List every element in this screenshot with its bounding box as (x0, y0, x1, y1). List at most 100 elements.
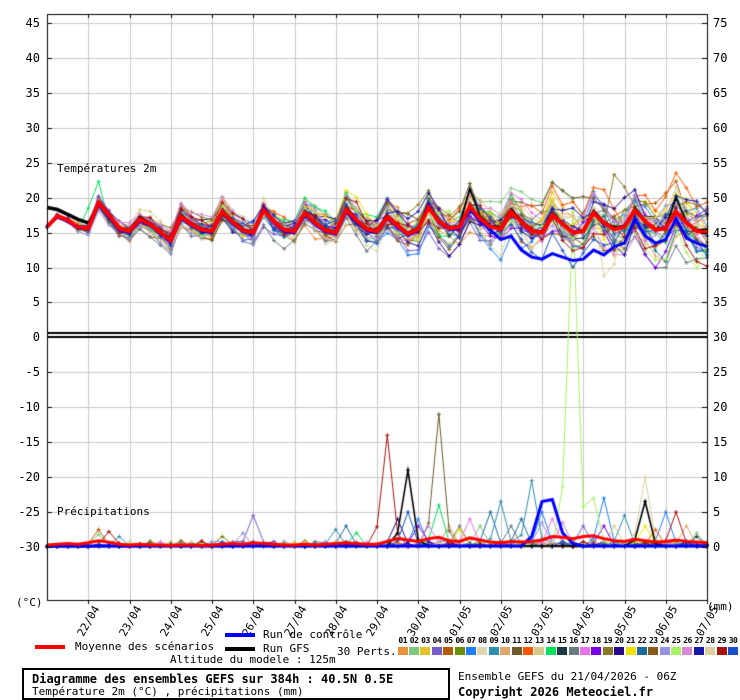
perturbation-color-swatch (705, 647, 716, 655)
left-axis-tick-label: 25 (25, 155, 40, 170)
right-axis-tick-label: 25 (713, 365, 728, 380)
perturbation-legend-item: 06 (454, 636, 465, 655)
perturbation-legend-item: 20 (613, 636, 625, 655)
gfs-run-swatch (225, 647, 255, 651)
perturbation-number: 24 (660, 636, 669, 645)
perturbation-number: 05 (443, 636, 453, 645)
model-altitude-label: Altitude du modele : 125m (170, 653, 336, 666)
perturbation-number: 09 (489, 636, 499, 645)
perturbation-number: 15 (557, 636, 567, 645)
perturbation-legend-item: 09 (488, 636, 499, 655)
right-axis-tick-label: 15 (713, 435, 728, 450)
perturbation-color-swatch (671, 647, 682, 655)
perturbation-color-swatch (431, 647, 442, 655)
precipitation-panel-label: Précipitations (57, 505, 150, 518)
perturbation-legend-item: 11 (511, 636, 522, 655)
left-axis-tick-label: -10 (18, 400, 40, 415)
right-axis-tick-label: 60 (713, 120, 728, 135)
left-axis-tick-label: 15 (25, 225, 40, 240)
perturbation-legend-item: 15 (556, 636, 568, 655)
right-axis-tick-label: 50 (713, 190, 728, 205)
perturbation-legend-item: 05 (443, 636, 454, 655)
perturbation-legend-item: 21 (625, 636, 636, 655)
perturbation-number: 10 (500, 636, 510, 645)
left-axis-tick-label: 0 (32, 330, 40, 345)
right-axis-tick-label: 40 (713, 260, 728, 275)
perturbation-color-swatch (591, 647, 602, 655)
mean-line-label: Moyenne des scénarios (75, 640, 215, 653)
perturbation-number: 28 (705, 636, 715, 645)
control-run-label: Run de contrôle (263, 628, 363, 641)
perturbation-legend-item: 17 (579, 636, 590, 655)
perturbation-number: 26 (683, 636, 692, 645)
perturbation-legend-item: 10 (500, 636, 511, 655)
perturbation-number: 23 (648, 636, 658, 645)
perturbation-number: 08 (478, 636, 487, 645)
perturbation-number: 12 (523, 636, 533, 645)
perturbation-legend-item: 16 (568, 636, 579, 655)
control-run-swatch (225, 633, 255, 637)
perturbation-color-swatch (693, 647, 704, 655)
perturbation-number: 02 (409, 636, 419, 645)
perturbation-number: 04 (432, 636, 442, 645)
perturbation-color-swatch (522, 647, 533, 655)
perturbation-number: 21 (626, 636, 635, 645)
left-axis-tick-label: 35 (25, 85, 40, 100)
chart-title: Diagramme des ensembles GEFS sur 384h : … (32, 672, 394, 686)
perturbation-color-swatch (568, 647, 579, 655)
left-axis-tick-label: 45 (25, 16, 40, 30)
perturbation-color-swatch (557, 647, 568, 655)
perturbation-color-swatch (716, 647, 727, 655)
perturbation-number: 29 (717, 636, 726, 645)
perturbation-number: 19 (603, 636, 613, 645)
perturbation-color-swatch (682, 647, 693, 655)
perturbation-color-swatch (511, 647, 522, 655)
left-axis-tick-label: -15 (18, 435, 40, 450)
chart-subtitle: Température 2m (°C) , précipitations (mm… (32, 685, 304, 698)
perturbation-number: 07 (466, 636, 476, 645)
perturbation-color-swatch (454, 647, 465, 655)
perturbation-color-swatch (477, 647, 488, 655)
perturbation-legend-item: 13 (534, 636, 545, 655)
right-axis-tick-label: 35 (713, 295, 728, 310)
ensemble-chart-canvas (0, 0, 740, 620)
left-axis-tick-label: 10 (25, 260, 40, 275)
perturbation-legend-item: 04 (431, 636, 442, 655)
perturbation-legend-item: 22 (636, 636, 647, 655)
perturbation-legend-item: 27 (693, 636, 704, 655)
perturbation-legend-item: 23 (648, 636, 659, 655)
perturbation-color-swatch (728, 647, 739, 655)
left-axis-tick-label: -30 (18, 540, 40, 554)
right-axis-tick-label: 0 (713, 540, 721, 554)
perturbation-color-swatch (466, 647, 477, 655)
right-axis-tick-label: 20 (713, 400, 728, 415)
left-axis-tick-label: 40 (25, 50, 40, 65)
perturbation-number: 17 (580, 636, 590, 645)
right-axis-tick-label: 5 (713, 505, 721, 520)
left-axis-tick-label: -25 (18, 505, 40, 520)
perturbation-number: 01 (398, 636, 408, 645)
perturbation-legend-item: 08 (477, 636, 488, 655)
left-axis-tick-label: -20 (18, 470, 40, 485)
left-axis-tick-label: 20 (25, 190, 40, 205)
perturbation-number: 06 (455, 636, 464, 645)
left-axis-tick-label: -5 (25, 365, 40, 380)
right-axis-tick-label: 55 (713, 155, 728, 170)
perturbation-color-swatch (602, 647, 613, 655)
perturbation-number: 27 (694, 636, 704, 645)
perturbation-number: 13 (535, 636, 544, 645)
perturbation-legend-item: 30 (727, 636, 739, 655)
right-axis-tick-label: 70 (713, 50, 728, 65)
right-axis-tick-label: 75 (713, 16, 728, 30)
perturbation-number: 14 (546, 636, 556, 645)
perturbation-number: 20 (614, 636, 624, 645)
copyright-label: Copyright 2026 Meteociel.fr (458, 685, 654, 699)
perturbation-legend-item: 14 (545, 636, 556, 655)
right-axis-tick-label: 10 (713, 470, 728, 485)
perturbation-number: 30 (728, 636, 738, 645)
perturbation-legend-item: 24 (659, 636, 670, 655)
perturbation-legend-item: 26 (682, 636, 693, 655)
perturbation-color-swatch (545, 647, 556, 655)
right-axis-unit-label: (mm) (707, 600, 734, 613)
perturbation-legend-item: 18 (591, 636, 602, 655)
